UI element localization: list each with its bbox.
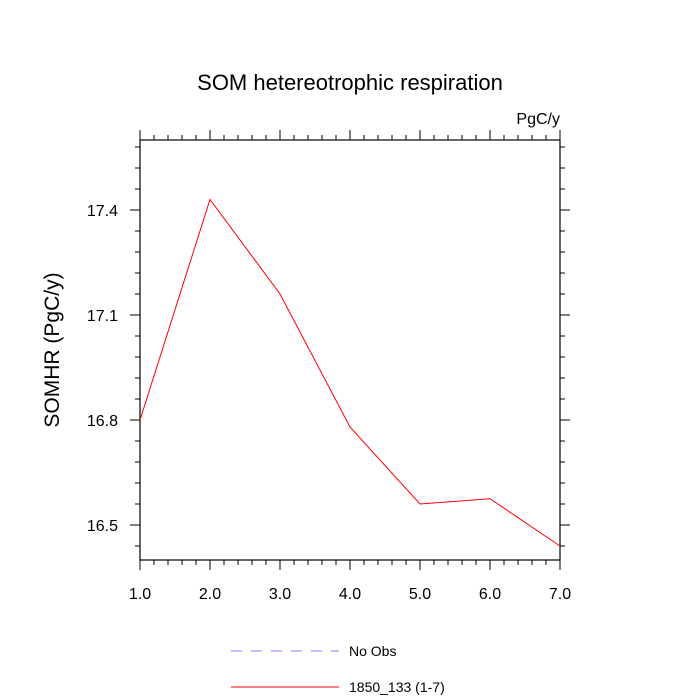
- plot-frame: [139, 139, 561, 561]
- chart-title: SOM hetereotrophic respiration: [197, 70, 503, 95]
- x-tick-label: 3.0: [269, 586, 291, 603]
- x-tick-label: 1.0: [129, 586, 151, 603]
- y-tick-label: 16.5: [87, 518, 118, 535]
- units-label: PgC/y: [516, 111, 560, 128]
- series-line: [139, 198, 561, 547]
- y-tick-label: 17.1: [87, 308, 118, 325]
- x-tick-label: 5.0: [409, 586, 431, 603]
- y-tick-label: 16.8: [87, 413, 118, 430]
- y-axis-label: SOMHR (PgC/y): [41, 272, 64, 427]
- ticks-layer: [130, 130, 570, 570]
- x-tick-label: 6.0: [479, 586, 501, 603]
- x-tick-label: 7.0: [549, 586, 571, 603]
- legend-label: No Obs: [349, 643, 396, 659]
- tick-labels-layer: 1.0 2.0 3.0 4.0 5.0 6.0 7.0 16.5 16.8 17.1 17.4: [87, 203, 571, 603]
- series-layer: [139, 198, 561, 547]
- legend-label: 1850_133 (1-7): [349, 679, 445, 695]
- legend: No Obs 1850_133 (1-7): [231, 643, 445, 695]
- y-tick-label: 17.4: [87, 203, 118, 220]
- x-tick-label: 4.0: [339, 586, 361, 603]
- x-tick-label: 2.0: [199, 586, 221, 603]
